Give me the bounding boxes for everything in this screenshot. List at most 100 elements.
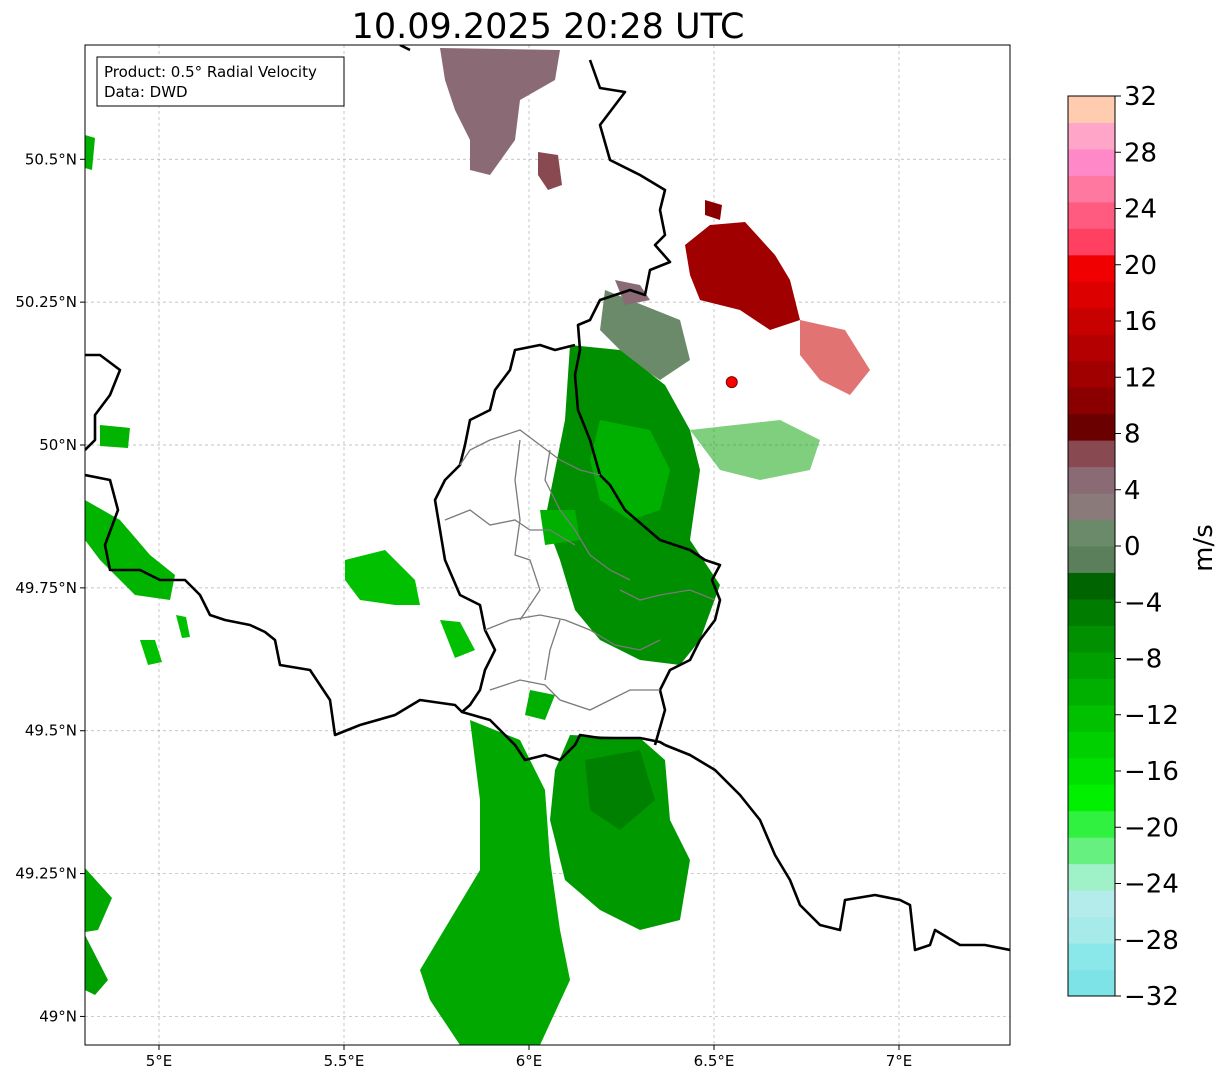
colorbar-swatch	[1068, 387, 1115, 415]
colorbar-swatch	[1068, 598, 1115, 626]
echo-ne-speckle	[800, 320, 870, 395]
border-germany-south	[664, 743, 1010, 952]
echo-mid-brown	[615, 280, 650, 305]
colorbar-swatch	[1068, 122, 1115, 150]
colorbar-swatch	[1068, 625, 1115, 653]
colorbar-tick-label: 4	[1124, 476, 1141, 506]
echo-south-east-dark	[585, 750, 655, 830]
x-tick-label: 5.5°E	[324, 1052, 365, 1070]
x-tick-label: 6.5°E	[694, 1052, 735, 1070]
echo-south-east	[550, 735, 690, 930]
map-frame	[84, 44, 1011, 1046]
colorbar-tick-label: −24	[1124, 870, 1179, 900]
colorbar-tick-label: −4	[1124, 588, 1162, 618]
colorbar-swatch	[1068, 148, 1115, 176]
echo-south-west	[420, 720, 570, 1045]
country-borders	[85, 45, 1010, 952]
echo-cell-c	[440, 620, 475, 658]
x-tick-label: 6°E	[516, 1052, 543, 1070]
y-tick-label: 49.25°N	[15, 865, 77, 883]
colorbar-swatch	[1068, 307, 1115, 335]
map-title: 10.09.2025 20:28 UTC	[352, 7, 745, 47]
echo-north-gray	[440, 48, 560, 175]
colorbar-label: m/s	[1189, 524, 1219, 572]
y-tick-label: 50°N	[39, 436, 77, 454]
echo-mid-gray	[600, 290, 690, 380]
colorbar-swatch	[1068, 678, 1115, 706]
colorbar-swatch	[1068, 863, 1115, 891]
colorbar-swatch	[1068, 493, 1115, 521]
border-west-top	[85, 353, 122, 451]
colorbar-swatch	[1068, 943, 1115, 971]
border-france-south	[85, 473, 463, 737]
y-tick-label: 49.5°N	[25, 722, 77, 740]
echo-ne-darkred	[705, 200, 722, 220]
colorbar-swatch	[1068, 651, 1115, 679]
info-box: Product: 0.5° Radial Velocity Data: DWD	[96, 56, 345, 107]
x-axis: 5°E 5.5°E 6°E 6.5°E 7°E	[146, 1045, 913, 1070]
colorbar-swatch	[1068, 440, 1115, 468]
colorbar-swatch	[1068, 731, 1115, 759]
echo-west-cell	[345, 550, 420, 605]
echo-main-green-light	[590, 420, 670, 520]
y-tick-label: 50.25°N	[15, 293, 77, 311]
velocity-echoes	[85, 48, 870, 1045]
colorbar-tick-label: −16	[1124, 757, 1179, 787]
colorbar: 32 28 24 20 16 12 8 4 0 −4 −8 −12 −16 −20 −24 −28 −32	[1067, 82, 1179, 1012]
border-luxembourg	[433, 343, 666, 762]
echo-west-small	[100, 425, 130, 448]
colorbar-swatch	[1068, 360, 1115, 388]
colorbar-tick-label: 32	[1124, 82, 1157, 112]
echo-sw-edge	[85, 868, 112, 932]
district-lines	[444, 429, 716, 711]
colorbar-swatch	[1068, 704, 1115, 732]
echo-ne-red	[685, 222, 800, 330]
echo-north-dark	[538, 152, 562, 190]
colorbar-swatch	[1068, 254, 1115, 282]
colorbar-swatch	[1068, 572, 1115, 600]
echo-speckle-green	[690, 420, 820, 480]
colorbar-tick-label: −28	[1124, 926, 1179, 956]
colorbar-swatch	[1068, 175, 1115, 203]
colorbar-tick-label: −8	[1124, 645, 1162, 675]
colorbar-tick-label: 20	[1124, 251, 1157, 281]
colorbar-swatch	[1068, 519, 1115, 547]
info-data: Data: DWD	[104, 83, 188, 101]
colorbar-tick-label: 28	[1124, 138, 1157, 168]
y-tick-label: 50.5°N	[25, 150, 77, 168]
x-tick-label: 5°E	[146, 1052, 173, 1070]
colorbar-swatch	[1068, 96, 1115, 123]
echo-west-small2	[85, 135, 95, 170]
colorbar-swatch	[1068, 784, 1115, 812]
colorbar-swatch	[1068, 810, 1115, 838]
colorbar-swatch	[1068, 969, 1115, 997]
colorbar-tick-label: −12	[1124, 701, 1179, 731]
colorbar-tick-label: −20	[1124, 813, 1179, 843]
colorbar-tick-label: 12	[1124, 363, 1157, 393]
echo-cell-d	[525, 690, 555, 720]
colorbar-swatch	[1068, 281, 1115, 309]
colorbar-tick-label: 16	[1124, 307, 1157, 337]
echo-cell-e	[540, 510, 580, 545]
echo-sw-edge2	[85, 935, 108, 995]
colorbar-swatch	[1068, 466, 1115, 494]
y-axis: 50.5°N 50.25°N 50°N 49.75°N 49.5°N 49.25°N 49°…	[15, 150, 85, 1025]
colorbar-swatch	[1068, 334, 1115, 362]
colorbar-swatch	[1068, 546, 1115, 573]
y-tick-label: 49°N	[39, 1007, 77, 1025]
colorbar-swatch	[1068, 837, 1115, 865]
y-tick-label: 49.75°N	[15, 579, 77, 597]
colorbar-swatch	[1068, 916, 1115, 944]
border-germany-belgium	[399, 45, 722, 746]
colorbar-swatch	[1068, 228, 1115, 256]
echo-cell-b	[176, 615, 190, 638]
colorbar-tick-label: −32	[1124, 982, 1179, 1012]
colorbar-swatch	[1068, 890, 1115, 918]
colorbar-tick-label: 24	[1124, 195, 1157, 225]
colorbar-swatch	[1068, 413, 1115, 441]
colorbar-swatch	[1068, 757, 1115, 785]
info-product: Product: 0.5° Radial Velocity	[104, 63, 317, 81]
colorbar-swatch	[1068, 201, 1115, 229]
x-tick-label: 7°E	[886, 1052, 913, 1070]
